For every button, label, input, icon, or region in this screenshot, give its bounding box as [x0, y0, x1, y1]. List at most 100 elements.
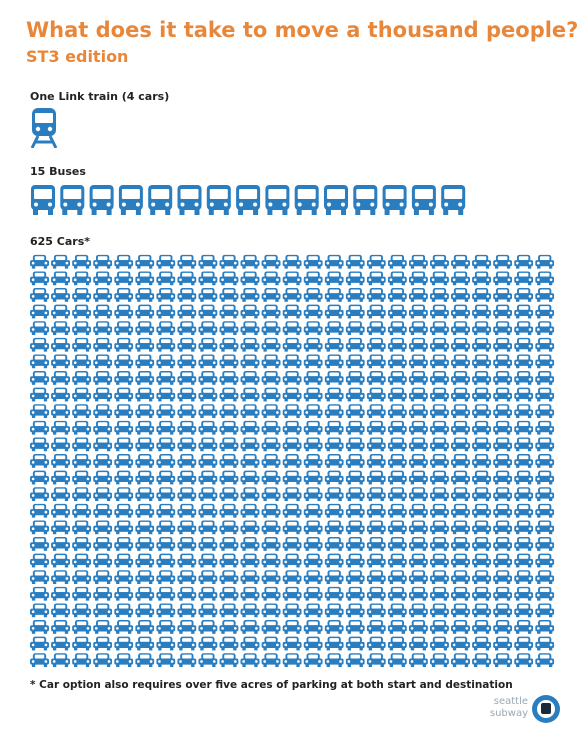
car-icon — [198, 553, 218, 568]
car-icon — [93, 537, 113, 551]
car-icon — [219, 437, 239, 452]
bus-icon — [206, 185, 231, 215]
car-icon — [135, 470, 155, 485]
sections: One Link train (4 cars) 15 Buses 625 Cars* — [30, 90, 555, 668]
car-icon — [51, 437, 71, 452]
car-icon — [177, 603, 197, 618]
car-icon — [93, 586, 113, 601]
car-icon — [261, 570, 281, 585]
car-icon — [429, 603, 449, 618]
car-icon — [114, 254, 134, 269]
bus-icon — [236, 185, 261, 215]
car-icon — [261, 520, 281, 535]
car-icon — [514, 321, 534, 336]
car-icon — [219, 620, 239, 634]
car-icon — [303, 254, 323, 269]
car-icon — [219, 288, 239, 302]
car-icon — [261, 454, 281, 468]
bus-icon — [411, 185, 436, 215]
car-icon — [472, 271, 492, 286]
car-icon — [135, 487, 155, 502]
car-icon — [135, 404, 155, 419]
car-icon — [429, 437, 449, 452]
car-icon — [177, 520, 197, 535]
car-icon — [282, 271, 302, 286]
car-icon — [30, 404, 49, 419]
car-icon — [451, 437, 470, 452]
car-icon — [156, 337, 176, 352]
car-icon — [114, 636, 134, 651]
car-icon — [408, 371, 428, 385]
car-icon — [219, 603, 239, 618]
car-icon — [198, 454, 218, 468]
car-icon — [72, 271, 92, 286]
section-label: 15 Buses — [30, 165, 86, 178]
car-icon — [177, 503, 197, 518]
car-icon — [240, 271, 260, 286]
car-icon — [429, 653, 449, 668]
car-icon — [345, 487, 365, 502]
car-icon — [93, 387, 113, 402]
car-icon — [51, 337, 71, 352]
car-icon — [240, 470, 260, 485]
car-icon — [282, 520, 302, 535]
car-icon — [303, 586, 323, 601]
car-icon — [51, 487, 71, 502]
logo-text: seattle — [494, 696, 528, 707]
car-icon — [240, 586, 260, 601]
car-icon — [72, 586, 92, 601]
car-icon — [303, 503, 323, 518]
car-icon — [72, 520, 92, 535]
car-icon — [535, 586, 555, 601]
car-icon — [387, 387, 407, 402]
car-icon — [408, 271, 428, 286]
car-icon — [493, 354, 513, 369]
car-icon — [72, 337, 92, 352]
bus-icon — [441, 185, 466, 215]
car-icon — [261, 288, 281, 302]
car-icon — [535, 503, 555, 518]
car-icon — [408, 470, 428, 485]
car-icon — [177, 321, 197, 336]
car-icon — [303, 636, 323, 651]
car-icon — [535, 520, 555, 535]
section-label: 625 Cars* — [30, 235, 90, 248]
car-icon — [219, 304, 239, 319]
car-icon — [535, 271, 555, 286]
car-icon — [366, 537, 386, 551]
car-icon — [198, 337, 218, 352]
car-icon — [198, 653, 218, 668]
car-icon — [303, 537, 323, 551]
car-icon — [282, 553, 302, 568]
car-icon — [156, 371, 176, 385]
car-icon — [219, 537, 239, 551]
car-icon — [324, 337, 344, 352]
car-icon — [198, 271, 218, 286]
car-icon — [198, 503, 218, 518]
car-icon — [30, 437, 49, 452]
car-icon — [114, 371, 134, 385]
car-icon — [387, 487, 407, 502]
car-icon — [114, 404, 134, 419]
car-icon — [156, 520, 176, 535]
car-icon — [240, 553, 260, 568]
train-icons — [30, 108, 58, 148]
car-icon — [135, 387, 155, 402]
car-icon — [261, 387, 281, 402]
car-icon — [493, 304, 513, 319]
car-icon — [177, 470, 197, 485]
car-icon — [324, 520, 344, 535]
car-icon — [366, 271, 386, 286]
car-icon — [51, 371, 71, 385]
car-icon — [387, 354, 407, 369]
car-icon — [366, 304, 386, 319]
car-icon — [324, 503, 344, 518]
car-icon — [451, 586, 470, 601]
car-icon — [451, 337, 470, 352]
car-icon — [156, 503, 176, 518]
bus-icons — [31, 185, 466, 215]
car-icon — [114, 520, 134, 535]
car-icon — [303, 371, 323, 385]
car-icon — [429, 404, 449, 419]
bus-icon — [148, 185, 173, 215]
